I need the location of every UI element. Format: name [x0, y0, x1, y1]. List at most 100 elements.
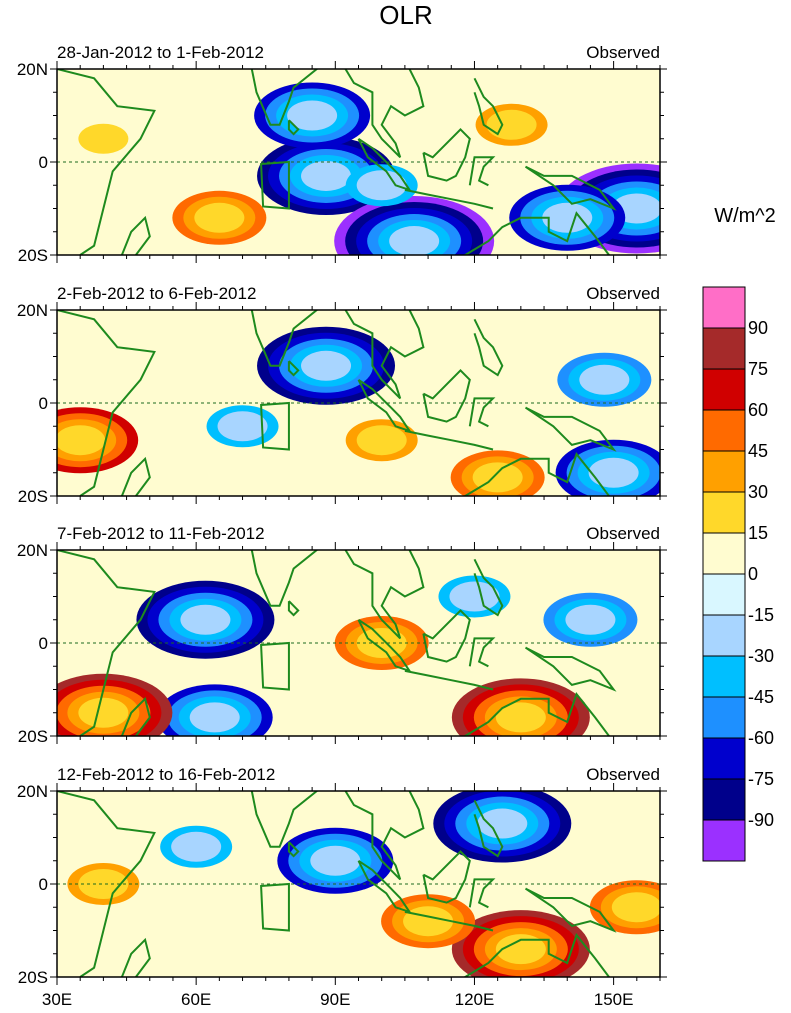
y-tick-label: 20S [18, 246, 48, 265]
anomaly-contour [78, 869, 129, 899]
coastline [473, 318, 504, 377]
panels-group: 20N 0 20S 28-Jan-2012 to 1-Feb-2012 Observed… [17, 43, 667, 987]
y-tick-label: 20N [17, 301, 48, 320]
colorbar-swatch [702, 614, 746, 657]
colorbar-label: -60 [748, 728, 774, 748]
panel-right-title: Observed [586, 43, 660, 62]
coastline [344, 69, 425, 159]
panel-left-title: 2-Feb-2012 to 6-Feb-2012 [57, 284, 256, 303]
x-tick-label: 60E [181, 990, 211, 1009]
panel-left-title: 12-Feb-2012 to 16-Feb-2012 [57, 765, 275, 784]
colorbar-swatch [702, 450, 746, 493]
colorbar-swatch [702, 409, 746, 452]
coastline [120, 937, 151, 977]
anomaly-contour [588, 457, 639, 488]
colorbar-label: -30 [748, 646, 774, 666]
y-tick-label: 20S [18, 727, 48, 746]
coastline [422, 368, 471, 423]
coastline [249, 550, 319, 607]
x-tick-label: 120E [455, 990, 495, 1009]
coastline [344, 310, 425, 400]
anomaly-contour [611, 892, 660, 923]
coastline [249, 310, 319, 367]
coastline [524, 406, 617, 452]
colorbar-label: 60 [748, 400, 768, 420]
anomaly-contour [477, 808, 528, 839]
colorbar-label: 45 [748, 441, 768, 461]
coastline [422, 850, 471, 904]
colorbar-label: -90 [748, 810, 774, 830]
anomaly-contour [542, 202, 593, 233]
coastline [57, 310, 156, 496]
panel-1: 20N 0 20S 28-Jan-2012 to 1-Feb-2012 Observed [17, 43, 667, 265]
coastline [404, 188, 494, 210]
anomaly-contour [180, 604, 231, 635]
colorbar-swatch [702, 532, 746, 575]
coastline [473, 799, 504, 858]
colorbar-swatch [702, 655, 746, 698]
anomaly-contour [78, 697, 129, 728]
index-box [260, 401, 290, 451]
panel-4: 20N 0 20S 12-Feb-2012 to 16-Feb-2012 Observe… [17, 765, 667, 987]
colorbar-swatch [702, 368, 746, 411]
anomaly-contour [449, 581, 500, 612]
anomaly-contour [217, 411, 268, 442]
coastline [57, 550, 156, 736]
colorbar-label: 90 [748, 318, 768, 338]
colorbar-units: W/m^2 [714, 205, 776, 227]
anomaly-contour [579, 364, 630, 395]
colorbar-swatch [702, 573, 746, 616]
index-box [260, 882, 290, 932]
anomaly-contour [301, 350, 352, 381]
y-tick-label: 0 [39, 875, 48, 894]
colorbar: 90 75 60 45 30 15 0 -15 -30 -45 -60 -75 -90 [702, 286, 774, 862]
anomaly-contour [486, 109, 537, 140]
coastline [524, 165, 617, 211]
colorbar-swatch [702, 327, 746, 370]
colorbar-label: 0 [748, 564, 758, 584]
coastline [344, 791, 425, 881]
anomaly-contour [57, 425, 106, 456]
coastline [422, 609, 471, 663]
coastlines [57, 550, 617, 736]
anomaly-contour [356, 425, 407, 456]
coastline [249, 69, 319, 126]
coastline [473, 77, 504, 136]
coastline [287, 360, 300, 377]
coastlines [57, 791, 617, 977]
anomaly-contour [194, 202, 245, 233]
anomaly-contour [287, 100, 338, 131]
panel-left-title: 7-Feb-2012 to 11-Feb-2012 [57, 524, 265, 543]
colorbar-label: 30 [748, 482, 768, 502]
y-tick-label: 20S [18, 968, 48, 987]
x-tick-label: 30E [42, 990, 72, 1009]
colorbar-label: 75 [748, 359, 768, 379]
coastline [404, 429, 494, 451]
coastline [287, 600, 300, 617]
anomaly-contour [301, 160, 352, 191]
coastline [57, 69, 156, 255]
panel-2: 20N 0 20S 2-Feb-2012 to 6-Feb-2012 Observed [17, 284, 667, 506]
anomaly-contour [171, 831, 222, 862]
panel-3: 20N 0 20S 7-Feb-2012 to 11-Feb-2012 Observed [17, 524, 667, 746]
panel-left-title: 28-Jan-2012 to 1-Feb-2012 [57, 43, 264, 62]
coastline [404, 669, 494, 691]
coastline [462, 452, 610, 496]
colorbar-label: -15 [748, 605, 774, 625]
coastline [120, 456, 151, 496]
coastline [524, 887, 617, 933]
anomaly-contour [356, 170, 407, 201]
anomaly-contour [310, 845, 361, 876]
panel-right-title: Observed [586, 524, 660, 543]
colorbar-swatch [702, 737, 746, 780]
anomaly-contour [495, 702, 546, 733]
anomaly-contour [389, 226, 440, 255]
colorbar-swatch [702, 286, 746, 329]
y-tick-label: 20N [17, 782, 48, 801]
coastlines [57, 310, 617, 496]
coastline [524, 646, 617, 692]
y-tick-label: 0 [39, 634, 48, 653]
y-tick-label: 20N [17, 541, 48, 560]
coastline [120, 696, 151, 736]
